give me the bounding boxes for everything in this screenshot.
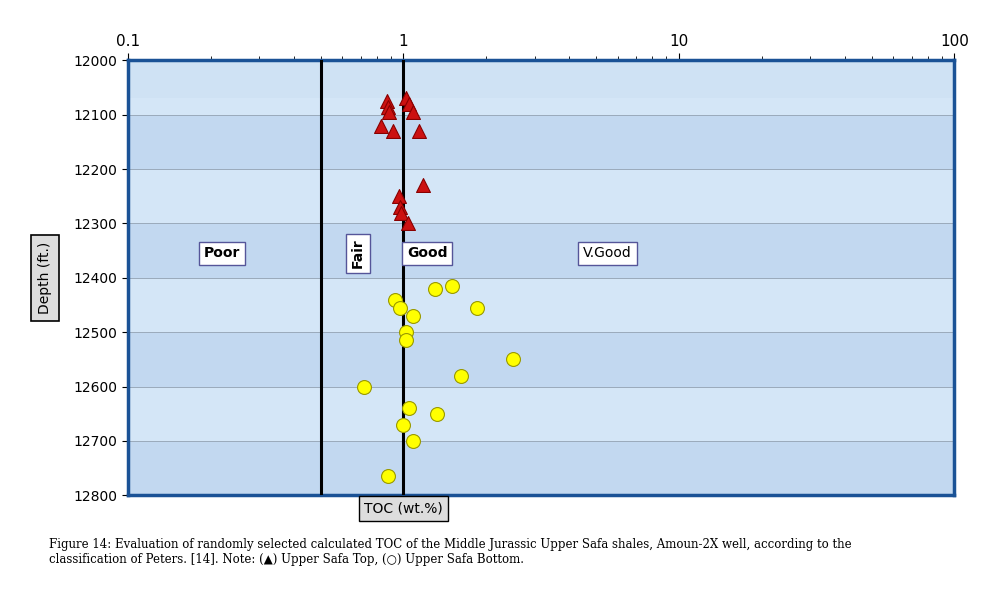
Point xyxy=(398,327,413,337)
Point xyxy=(415,181,431,190)
Point xyxy=(411,126,427,136)
Point xyxy=(398,336,413,345)
Point xyxy=(387,295,402,304)
Point xyxy=(404,311,420,321)
Point xyxy=(380,471,396,481)
Bar xyxy=(128,387,954,441)
Point xyxy=(379,97,395,106)
Point xyxy=(401,403,417,413)
Point xyxy=(429,409,445,419)
Point xyxy=(392,202,407,212)
Bar xyxy=(128,60,954,98)
Bar xyxy=(128,60,954,115)
Text: Good: Good xyxy=(407,246,448,260)
Point xyxy=(373,121,389,130)
Point xyxy=(380,101,396,111)
Point xyxy=(454,371,469,381)
Text: TOC (wt.%): TOC (wt.%) xyxy=(364,502,443,516)
Point xyxy=(505,355,521,364)
Bar xyxy=(128,332,954,387)
Point xyxy=(469,303,485,313)
Point xyxy=(394,208,409,217)
Text: V.Good: V.Good xyxy=(584,246,632,260)
Text: Poor: Poor xyxy=(204,246,240,260)
Point xyxy=(396,420,411,429)
Bar xyxy=(128,441,954,495)
Point xyxy=(427,284,443,294)
Text: Figure 14: Evaluation of randomly selected calculated TOC of the Middle Jurassic: Figure 14: Evaluation of randomly select… xyxy=(49,538,852,565)
Point xyxy=(444,281,460,291)
Point xyxy=(386,126,401,136)
Point xyxy=(401,99,417,109)
Bar xyxy=(128,223,954,278)
Point xyxy=(404,436,420,446)
Bar xyxy=(128,278,954,332)
Point xyxy=(392,303,407,313)
Point xyxy=(391,191,406,201)
Point xyxy=(356,382,372,391)
Text: Depth (ft.): Depth (ft.) xyxy=(37,242,51,314)
Point xyxy=(398,94,413,103)
Bar xyxy=(128,169,954,223)
Bar xyxy=(128,115,954,169)
Point xyxy=(404,108,420,117)
Text: Fair: Fair xyxy=(351,239,365,268)
Point xyxy=(382,108,398,117)
Point xyxy=(400,219,416,228)
